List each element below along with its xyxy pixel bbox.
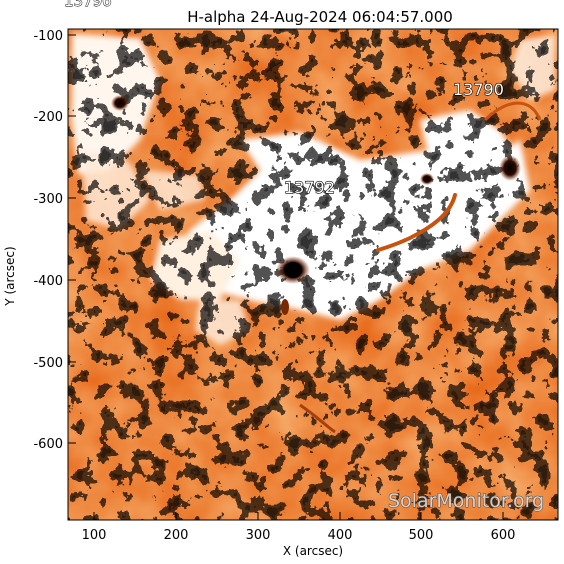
filament-3	[299, 403, 336, 434]
x-tick-label: 500	[409, 528, 434, 543]
y-tick-label: -500	[33, 356, 63, 371]
filament-2	[483, 101, 542, 122]
x-tick-label: 100	[82, 528, 107, 543]
sunspot-upper-left	[111, 95, 129, 111]
sunspot-umbra	[284, 262, 302, 278]
y-tick-label: -400	[33, 274, 63, 289]
y-axis: -100 -200 -300 -400 -500 -600 Y (arcsec)	[3, 29, 76, 452]
watermark: SolarMonitor.org	[388, 490, 544, 512]
y-tick-label: -300	[33, 192, 63, 207]
x-tick-label: 300	[246, 528, 271, 543]
x-axis-title: X (arcsec)	[283, 544, 343, 558]
region-label-13792: 13792	[284, 178, 335, 197]
y-axis-title: Y (arcsec)	[3, 246, 17, 306]
penumbral-tail	[281, 299, 289, 315]
filament-1	[376, 193, 457, 252]
x-axis: 100 200 300 400 500 600 X (arcsec)	[82, 512, 516, 558]
region-label-13790: 13790	[453, 80, 504, 99]
sunspot-small	[420, 173, 434, 185]
x-tick-label: 200	[164, 528, 189, 543]
x-tick-label: 600	[491, 528, 516, 543]
dark-fibril-speckle	[68, 29, 558, 520]
x-tick-label: 400	[328, 528, 353, 543]
sunspot-right	[499, 155, 521, 181]
h-alpha-image	[68, 29, 558, 520]
y-tick-label: -200	[33, 110, 63, 125]
corner-region-label: 13796	[64, 0, 112, 10]
y-tick-label: -600	[33, 437, 63, 452]
figure-title: H-alpha 24-Aug-2024 06:04:57.000	[187, 8, 453, 26]
plot-frame	[67, 28, 559, 521]
y-tick-label: -100	[33, 29, 63, 44]
